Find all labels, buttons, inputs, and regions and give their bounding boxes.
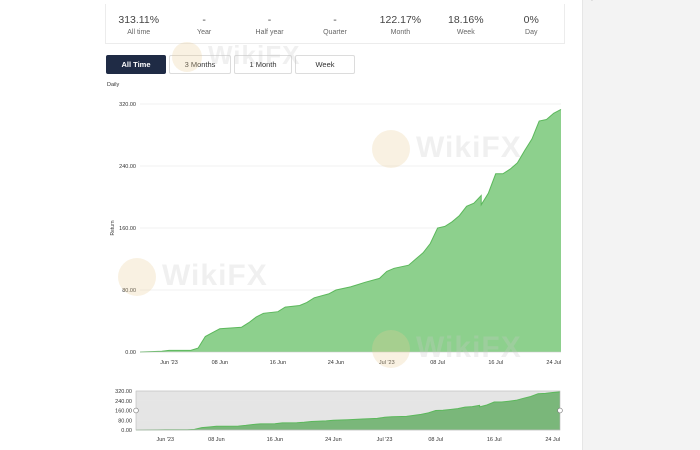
stat-month: 122.17% Month bbox=[368, 4, 433, 43]
stat-all-time: 313.11% All time bbox=[106, 4, 171, 43]
watermark: WikiFX bbox=[372, 130, 522, 168]
stat-label: Month bbox=[390, 29, 411, 36]
stat-day: 0% Day bbox=[499, 4, 564, 43]
stat-value: - bbox=[267, 14, 272, 26]
x-tick-label: Jun '23 bbox=[160, 360, 178, 366]
watermark-text: WikiFX bbox=[416, 330, 522, 364]
period-selector: All Time 3 Months 1 Month Week bbox=[106, 55, 355, 74]
return-line bbox=[135, 391, 561, 431]
x-tick-label: Jul '23 bbox=[379, 360, 395, 366]
three-months-button[interactable]: 3 Months bbox=[169, 55, 231, 74]
y-tick-label: 160.00 bbox=[119, 226, 136, 232]
stat-year: - Year bbox=[171, 4, 236, 43]
sidebar-mark: ’ bbox=[591, 0, 593, 7]
x-tick-label: 08 Jul bbox=[430, 360, 445, 366]
x-tick-label: 24 Jul bbox=[546, 360, 561, 366]
x-tick-label: 16 Jul bbox=[487, 437, 502, 443]
x-tick-label: 24 Jul bbox=[545, 437, 560, 443]
x-tick-label: 16 Jun bbox=[267, 437, 284, 443]
x-tick-label: 08 Jun bbox=[208, 437, 225, 443]
watermark: WikiFX bbox=[118, 258, 268, 296]
return-area bbox=[140, 109, 561, 353]
stat-label: Half year bbox=[255, 29, 284, 36]
one-month-button[interactable]: 1 Month bbox=[234, 55, 292, 74]
x-tick-label: Jul '23 bbox=[377, 437, 393, 443]
all-time-button[interactable]: All Time bbox=[106, 55, 166, 74]
y-tick-label: 240.00 bbox=[119, 164, 136, 170]
y-tick-label: 0.00 bbox=[121, 428, 132, 434]
stat-label: Year bbox=[197, 29, 212, 36]
watermark-text: WikiFX bbox=[208, 40, 301, 70]
watermark-logo-icon bbox=[372, 130, 410, 168]
stat-week: 18.16% Week bbox=[433, 4, 498, 43]
y-tick-label: 0.00 bbox=[125, 350, 136, 356]
x-tick-label: 24 Jun bbox=[325, 437, 342, 443]
x-tick-label: 08 Jun bbox=[212, 360, 229, 366]
stat-quarter: - Quarter bbox=[302, 4, 367, 43]
return-line bbox=[139, 108, 562, 353]
watermark-logo-icon bbox=[172, 42, 202, 73]
return-area bbox=[136, 391, 560, 430]
watermark: WikiFX bbox=[372, 330, 522, 368]
x-tick-label: 08 Jul bbox=[428, 437, 443, 443]
y-tick-label: 160.00 bbox=[115, 409, 132, 415]
watermark: WikiFX bbox=[172, 40, 301, 73]
y-tick-label: 320.00 bbox=[119, 102, 136, 108]
watermark-logo-icon bbox=[118, 258, 156, 296]
stat-value: 0% bbox=[523, 14, 539, 26]
week-button[interactable]: Week bbox=[295, 55, 355, 74]
navigator-left-handle[interactable] bbox=[133, 407, 139, 414]
y-tick-label: 240.00 bbox=[115, 399, 132, 405]
stat-label: Week bbox=[456, 29, 475, 36]
stat-label: Quarter bbox=[323, 29, 347, 36]
stat-value: - bbox=[202, 14, 206, 26]
stat-value: 313.11% bbox=[118, 14, 160, 26]
right-sidebar: ’ bbox=[582, 0, 700, 450]
navigator-right-handle[interactable] bbox=[557, 407, 563, 414]
stat-value: 18.16% bbox=[448, 14, 484, 26]
stat-label: All time bbox=[127, 29, 151, 36]
chart-caption: Daily bbox=[107, 82, 120, 88]
y-axis-label: Return bbox=[110, 220, 116, 235]
stat-half-year: - Half year bbox=[237, 4, 302, 43]
main-chart: 0.00 80.00 160.00 240.00 320.00 Jun '23 08 Jun… bbox=[119, 102, 562, 366]
navigator-chart: 0.00 80.00 160.00 240.00 320.00 Jun '23 08 Jun… bbox=[115, 389, 561, 443]
watermark-logo-icon bbox=[372, 330, 410, 368]
y-tick-label: 80.00 bbox=[122, 288, 136, 294]
y-tick-label: 320.00 bbox=[115, 389, 132, 395]
stats-row: 313.11% All time - Year - Half year - Quarte… bbox=[105, 4, 565, 44]
stat-value: 122.17% bbox=[379, 14, 422, 26]
x-tick-label: 24 Jun bbox=[328, 360, 345, 366]
stat-label: Day bbox=[525, 29, 538, 36]
y-tick-label: 80.00 bbox=[118, 418, 132, 424]
x-tick-label: Jun '23 bbox=[156, 437, 174, 443]
watermark-text: WikiFX bbox=[416, 130, 522, 164]
x-tick-label: 16 Jun bbox=[270, 360, 287, 366]
stat-value: - bbox=[333, 14, 337, 26]
x-tick-label: 16 Jul bbox=[488, 360, 503, 366]
watermark-text: WikiFX bbox=[162, 258, 268, 292]
